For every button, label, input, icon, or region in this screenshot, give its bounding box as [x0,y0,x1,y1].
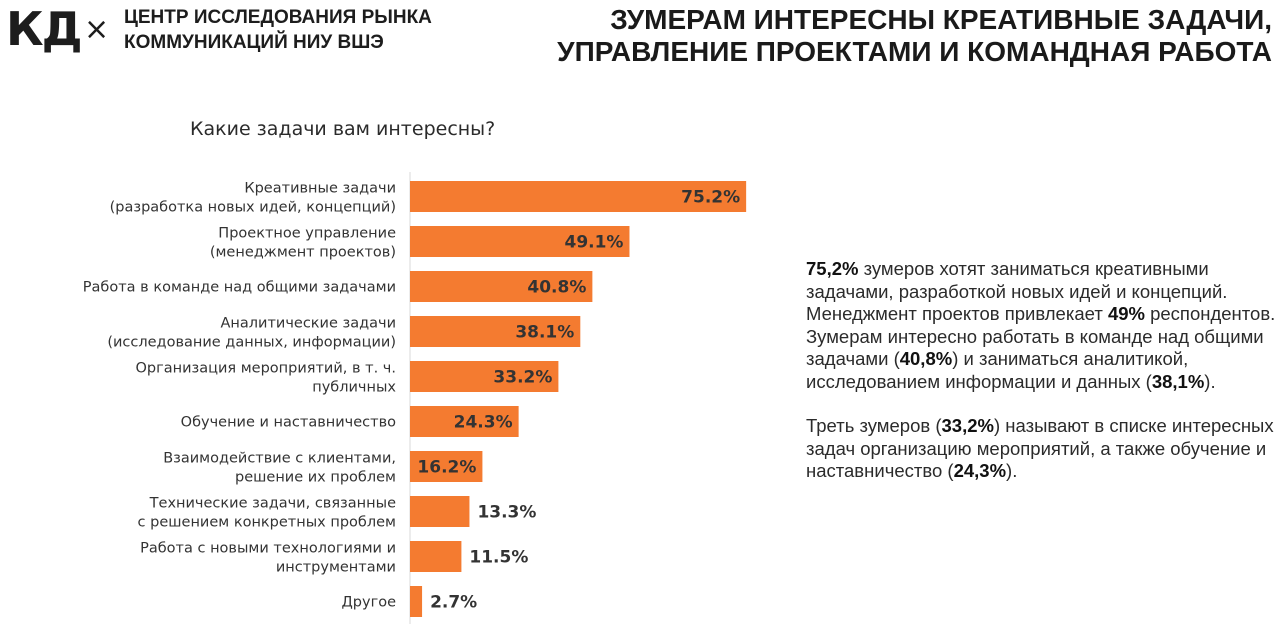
bar-value-label-6: 16.2% [417,458,476,478]
category-label-3-line-0: Аналитические задачи [220,316,396,332]
category-label-7-line-0: Технические задачи, связанные [149,496,396,512]
category-label-1-line-0: Проектное управление [218,226,396,242]
category-label-4: Организация мероприятий, в т. ч. публичны… [135,361,396,396]
summary-text: 75,2% зумеров хотят заниматься креативны… [806,258,1276,483]
summary-paragraph-1: 75,2% зумеров хотят заниматься креативны… [806,258,1276,393]
category-label-6-line-0: Взаимодействие с клиентами, [163,451,396,467]
category-label-4-line-0: Организация мероприятий, в т. ч. [135,361,396,377]
category-label-2: Работа в команде над общими задачами [83,280,396,296]
page-title-line1: ЗУМЕРАМ ИНТЕРЕСНЫ КРЕАТИВНЫЕ ЗАДАЧИ, [610,4,1272,35]
category-label-7: Технические задачи, связанные с решением … [138,496,397,531]
bar-7 [410,496,470,527]
category-label-9: Другое [341,595,396,611]
category-label-1: Проектное управление (менеджмент проектов… [210,226,396,261]
category-label-7-line-1: с решением конкретных проблем [138,515,396,531]
summary-paragraph-2: Треть зумеров (33,2%) называют в списке … [806,415,1276,483]
bar-6 [410,451,483,482]
summary-p1-run-1: зумеров хотят заниматься креативными зад… [806,258,1228,324]
bar-value-label-4: 33.2% [493,368,552,388]
category-label-5-line-0: Обучение и наставничество [181,415,396,431]
bar-chart: 75.2% Креативные задачи (разработка новых … [83,172,747,624]
bar-value-label-0: 75.2% [681,188,740,208]
bar-8 [410,541,462,572]
summary-p2-run-4: ). [1006,460,1018,481]
category-label-0: Креативные задачи (разработка новых идей,… [110,181,396,216]
bar-value-label-8: 11.5% [469,548,528,568]
bar-2 [410,271,593,302]
summary-p1-run-2: 49% [1107,303,1145,324]
category-label-6-line-1: решение их проблем [235,470,396,486]
logo-kd: КД [6,2,83,56]
bar-4 [410,361,559,392]
category-label-4-line-1: публичных [312,380,396,396]
summary-p2-run-2: ) называют в списке интересных задач орг… [806,415,1274,481]
category-label-6: Взаимодействие с клиентами, решение их пр… [163,451,396,486]
page-title-line2: УПРАВЛЕНИЕ ПРОЕКТАМИ И КОМАНДНАЯ РАБОТА [557,36,1272,67]
bar-5 [410,406,519,437]
summary-p1-run-4: 40,8% [899,348,953,369]
category-label-8-line-1: инструментами [276,560,396,576]
organization-name-line1: ЦЕНТР ИССЛЕДОВАНИЯ РЫНКА [124,7,432,28]
summary-p1-run-0: 75,2% [806,258,859,279]
bar-9 [410,586,423,617]
category-label-8-line-0: Работа с новыми технологиями и [140,541,396,557]
category-label-2-line-0: Работа в команде над общими задачами [83,280,396,296]
bar-value-label-3: 38.1% [515,323,574,343]
bar-value-label-9: 2.7% [430,593,477,613]
summary-p2-run-1: 33,2% [941,415,994,436]
page-title: ЗУМЕРАМ ИНТЕРЕСНЫ КРЕАТИВНЫЕ ЗАДАЧИ, УПР… [557,4,1272,68]
category-label-0-line-0: Креативные задачи [244,181,396,197]
bar-1 [410,226,630,257]
summary-p1-run-5: ) и заниматься аналитикой, исследованием… [806,348,1189,392]
category-label-3: Аналитические задачи (исследование данных… [107,316,396,351]
summary-p1-run-6: 38,1% [1151,370,1205,392]
organization-name-line2: КОММУНИКАЦИЙ НИУ ВШЭ [124,32,384,53]
category-label-3-line-1: (исследование данных, информации) [107,335,396,351]
bar-value-label-1: 49.1% [564,233,623,253]
category-label-8: Работа с новыми технологиями и инструмент… [140,541,396,576]
summary-p2-run-3: 24,3% [953,460,1007,481]
chart-title: Какие задачи вам интересны? [190,118,496,140]
category-label-5: Обучение и наставничество [181,415,396,431]
category-label-1-line-1: (менеджмент проектов) [210,245,396,261]
summary-p1-run-7: ). [1204,370,1216,392]
bar-0 [410,181,747,212]
category-label-9-line-0: Другое [341,595,396,611]
bar-value-label-2: 40.8% [527,278,586,298]
cross-icon: × [84,12,110,47]
bar-value-label-7: 13.3% [477,503,536,523]
organization-name: ЦЕНТР ИССЛЕДОВАНИЯ РЫНКА КОММУНИКАЦИЙ НИ… [124,5,432,55]
category-label-0-line-1: (разработка новых идей, концепций) [110,200,396,216]
bar-value-label-5: 24.3% [454,413,513,433]
summary-p2-run-0: Треть зумеров ( [806,415,942,436]
summary-p1-run-3: респондентов. Зумерам интересно работать… [806,303,1276,369]
bar-3 [410,316,581,347]
